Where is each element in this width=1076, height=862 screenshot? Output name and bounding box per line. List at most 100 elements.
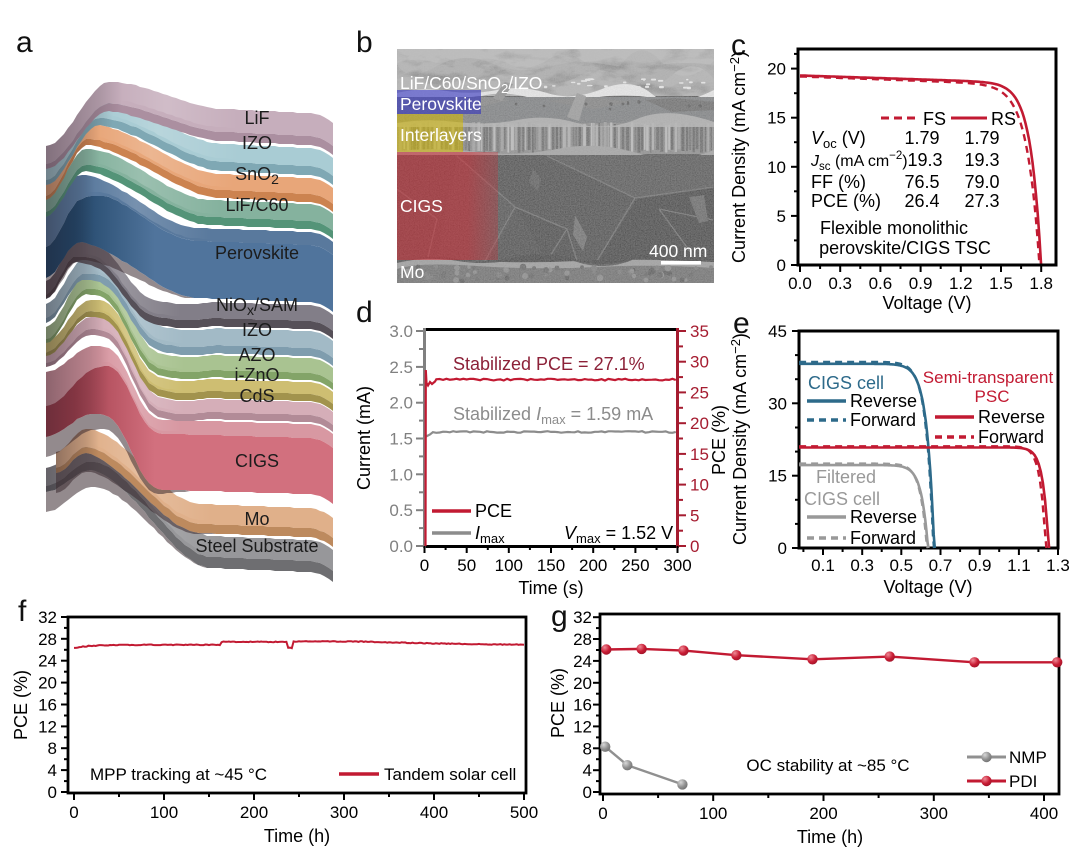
svg-text:0.5: 0.5 <box>389 501 413 520</box>
svg-text:12: 12 <box>38 717 57 736</box>
svg-text:Current Density (mA cm−2): Current Density (mA cm−2) <box>728 333 750 545</box>
svg-text:1.5: 1.5 <box>989 274 1013 293</box>
svg-text:0: 0 <box>48 783 57 802</box>
svg-text:Time (h): Time (h) <box>264 826 330 846</box>
svg-text:24: 24 <box>38 652 57 671</box>
svg-text:1.79: 1.79 <box>904 128 939 148</box>
svg-text:300: 300 <box>663 556 691 575</box>
svg-text:0: 0 <box>583 783 592 802</box>
svg-text:MPP tracking at ~45 °C: MPP tracking at ~45 °C <box>90 765 267 784</box>
svg-text:0: 0 <box>69 803 78 822</box>
svg-text:30: 30 <box>768 394 787 413</box>
svg-text:Forward: Forward <box>978 427 1044 447</box>
svg-text:2.5: 2.5 <box>389 358 413 377</box>
svg-text:27.3: 27.3 <box>964 191 999 211</box>
svg-text:1.79: 1.79 <box>964 128 999 148</box>
svg-text:300: 300 <box>330 803 358 822</box>
svg-text:250: 250 <box>621 556 649 575</box>
svg-text:Semi-transparent: Semi-transparent <box>923 368 1054 387</box>
svg-text:20: 20 <box>573 674 592 693</box>
svg-text:0.9: 0.9 <box>968 556 992 575</box>
svg-text:3.0: 3.0 <box>389 322 413 341</box>
svg-text:0.3: 0.3 <box>828 274 852 293</box>
svg-text:1.2: 1.2 <box>949 274 973 293</box>
svg-text:OC stability at ~85 °C: OC stability at ~85 °C <box>746 756 909 775</box>
svg-text:45: 45 <box>768 322 787 341</box>
svg-text:100: 100 <box>699 804 727 823</box>
svg-text:76.5: 76.5 <box>904 172 939 192</box>
svg-text:Voltage (V): Voltage (V) <box>882 293 971 313</box>
svg-text:Interlayers: Interlayers <box>400 125 482 145</box>
svg-text:200: 200 <box>240 803 268 822</box>
svg-text:0.9: 0.9 <box>909 274 933 293</box>
svg-text:400: 400 <box>1030 804 1058 823</box>
svg-text:Mo: Mo <box>244 509 269 529</box>
svg-text:5: 5 <box>777 207 786 226</box>
svg-text:400: 400 <box>420 803 448 822</box>
svg-text:0: 0 <box>598 804 607 823</box>
svg-text:20: 20 <box>767 60 786 79</box>
svg-text:Filtered: Filtered <box>816 467 876 487</box>
svg-text:Voltage (V): Voltage (V) <box>883 577 972 597</box>
svg-text:500: 500 <box>510 803 538 822</box>
svg-text:Reverse: Reverse <box>850 507 917 527</box>
svg-text:16: 16 <box>38 696 57 715</box>
svg-text:LiF/C60: LiF/C60 <box>225 195 288 215</box>
svg-text:PSC: PSC <box>975 387 1010 406</box>
svg-text:AZO: AZO <box>238 345 275 365</box>
svg-text:perovskite/CIGS TSC: perovskite/CIGS TSC <box>819 238 991 258</box>
svg-text:CdS: CdS <box>239 386 274 406</box>
svg-text:PDI: PDI <box>1009 772 1037 791</box>
svg-text:19.3: 19.3 <box>964 150 999 170</box>
svg-text:0.3: 0.3 <box>850 556 874 575</box>
svg-text:0.0: 0.0 <box>788 274 812 293</box>
svg-text:Stabilized Imax = 1.59 mA: Stabilized Imax = 1.59 mA <box>453 404 653 427</box>
svg-text:Time (s): Time (s) <box>518 578 583 598</box>
svg-text:Reverse: Reverse <box>978 407 1045 427</box>
svg-text:10: 10 <box>690 476 709 495</box>
svg-text:PCE (%): PCE (%) <box>548 668 568 738</box>
svg-text:1.0: 1.0 <box>389 465 413 484</box>
svg-text:28: 28 <box>573 630 592 649</box>
svg-text:CIGS: CIGS <box>235 451 279 471</box>
svg-text:400 nm: 400 nm <box>649 241 707 261</box>
svg-text:2.0: 2.0 <box>389 394 413 413</box>
svg-text:Tandem solar cell: Tandem solar cell <box>384 765 516 784</box>
svg-text:1.3: 1.3 <box>1046 556 1070 575</box>
svg-text:15: 15 <box>767 109 786 128</box>
svg-text:150: 150 <box>537 556 565 575</box>
svg-text:16: 16 <box>573 696 592 715</box>
svg-text:4: 4 <box>583 761 592 780</box>
svg-text:1.5: 1.5 <box>389 430 413 449</box>
svg-text:0.7: 0.7 <box>929 556 953 575</box>
svg-text:Current (mA): Current (mA) <box>354 386 374 490</box>
svg-text:Perovskite: Perovskite <box>215 243 299 263</box>
svg-text:Steel Substrate: Steel Substrate <box>195 536 318 556</box>
svg-text:0.0: 0.0 <box>389 537 413 556</box>
svg-text:PCE (%): PCE (%) <box>811 191 881 211</box>
svg-text:IZO: IZO <box>242 133 272 153</box>
svg-text:200: 200 <box>579 556 607 575</box>
svg-text:FF (%): FF (%) <box>811 172 866 192</box>
svg-text:79.0: 79.0 <box>964 172 999 192</box>
svg-text:Stabilized PCE = 27.1%: Stabilized PCE = 27.1% <box>453 354 645 374</box>
svg-text:15: 15 <box>690 445 709 464</box>
svg-text:Jsc (mA cm−2): Jsc (mA cm−2) <box>810 150 908 173</box>
svg-text:24: 24 <box>573 652 592 671</box>
svg-text:25: 25 <box>690 383 709 402</box>
svg-text:100: 100 <box>150 803 178 822</box>
svg-text:8: 8 <box>583 739 592 758</box>
svg-text:0.6: 0.6 <box>869 274 893 293</box>
svg-text:FS: FS <box>923 109 946 129</box>
svg-text:SnO2: SnO2 <box>235 164 279 187</box>
svg-text:PCE (%): PCE (%) <box>11 670 31 740</box>
svg-text:RS: RS <box>991 109 1016 129</box>
svg-text:Voc (V): Voc (V) <box>811 128 866 151</box>
svg-text:CIGS cell: CIGS cell <box>804 489 880 509</box>
svg-text:CIGS: CIGS <box>400 196 443 216</box>
svg-text:19.3: 19.3 <box>907 150 942 170</box>
svg-text:Time (h): Time (h) <box>797 827 863 847</box>
svg-text:Forward: Forward <box>850 410 916 430</box>
svg-text:0: 0 <box>690 537 699 556</box>
svg-text:Mo: Mo <box>400 262 424 282</box>
